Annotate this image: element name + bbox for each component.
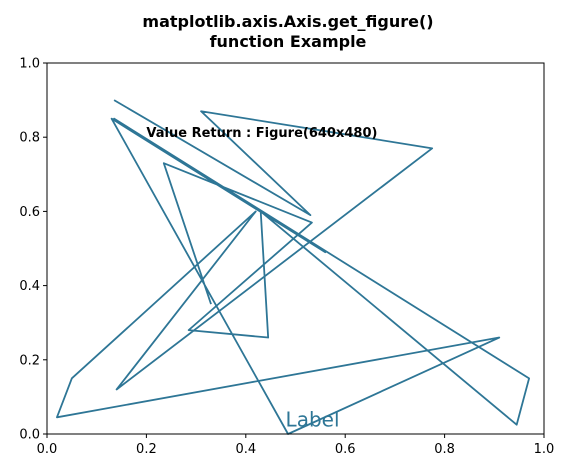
plot-frame: [46, 62, 545, 435]
y-tick-label: 0.8: [19, 131, 40, 146]
plot-area: [47, 63, 544, 434]
annotation-label: Label: [286, 408, 340, 432]
x-axis: 0.0 0.2 0.4 0.6 0.8 1.0: [37, 434, 555, 457]
x-tick-label: 0.0: [37, 442, 58, 457]
chart-title: matplotlib.axis.Axis.get_figure() functi…: [142, 12, 433, 51]
y-tick-label: 0.0: [19, 428, 40, 443]
annotation-value-return: Value Return : Figure(640x480): [146, 126, 377, 141]
chart-title-line-2: function Example: [210, 32, 367, 51]
chart-title-line-1: matplotlib.axis.Axis.get_figure(): [142, 12, 433, 31]
y-axis: 0.0 0.2 0.4 0.6 0.8 1.0: [19, 57, 47, 443]
x-tick-label: 0.8: [434, 442, 455, 457]
y-tick-label: 0.6: [19, 205, 40, 220]
x-tick-label: 0.4: [235, 442, 256, 457]
y-tick-label: 0.4: [19, 279, 40, 294]
y-tick-label: 0.2: [19, 353, 40, 368]
annotations: Value Return : Figure(640x480) Label: [146, 126, 377, 431]
y-tick-label: 1.0: [19, 57, 40, 72]
x-tick-label: 0.6: [335, 442, 356, 457]
x-tick-label: 1.0: [534, 442, 555, 457]
x-tick-label: 0.2: [136, 442, 157, 457]
series-line: [56, 99, 530, 435]
